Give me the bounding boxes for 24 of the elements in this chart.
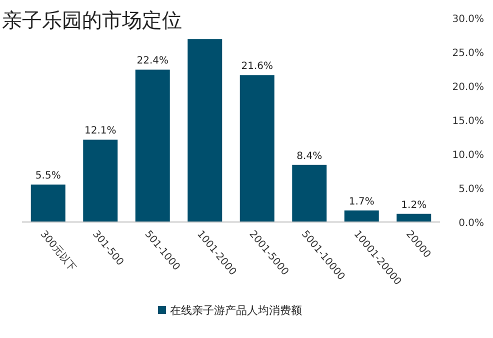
- y-tick-label: 20.0%: [452, 82, 484, 93]
- chart-title: 亲子乐园的市场定位: [2, 8, 182, 32]
- y-tick-label: 30.0%: [452, 14, 484, 25]
- data-label: 12.1%: [84, 126, 116, 137]
- y-tick-label: 25.0%: [452, 48, 484, 59]
- bar: [188, 39, 222, 222]
- legend-label: 在线亲子游产品人均消费额: [170, 304, 302, 317]
- y-tick-label: 5.0%: [458, 184, 484, 195]
- bar: [135, 70, 170, 222]
- data-label: 21.6%: [241, 61, 274, 72]
- data-label: 5.5%: [35, 170, 61, 182]
- y-tick-label: 0.0%: [458, 218, 484, 229]
- data-label: 1.7%: [348, 196, 374, 208]
- y-tick-label: 10.0%: [452, 150, 484, 161]
- data-label: 8.4%: [296, 150, 322, 162]
- bar: [292, 164, 327, 222]
- y-tick-label: 15.0%: [452, 116, 484, 127]
- bar: [30, 184, 66, 222]
- bar: [83, 140, 118, 222]
- data-label: 1.2%: [401, 200, 427, 211]
- data-label: 22.4%: [136, 56, 169, 67]
- bar: [344, 210, 379, 222]
- bar: [240, 75, 274, 222]
- bar: [396, 214, 432, 222]
